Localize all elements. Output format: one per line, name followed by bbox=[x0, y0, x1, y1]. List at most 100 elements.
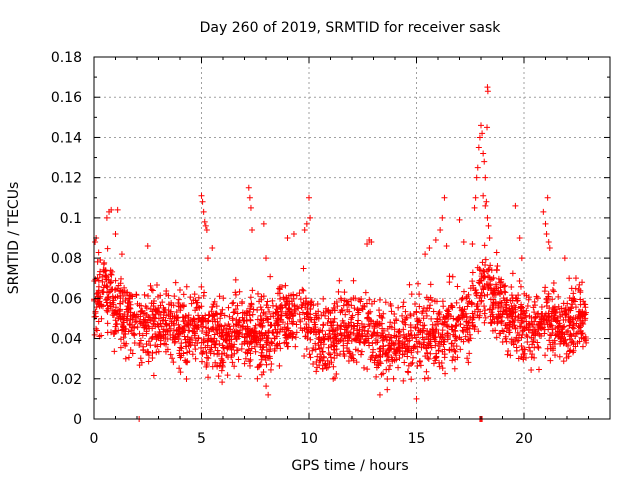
data-point bbox=[203, 331, 210, 338]
x-tick-label: 5 bbox=[197, 431, 206, 447]
data-point bbox=[149, 350, 156, 357]
data-point bbox=[490, 300, 497, 307]
data-point bbox=[420, 336, 427, 343]
data-point bbox=[204, 255, 211, 262]
data-point bbox=[504, 296, 511, 303]
data-point bbox=[422, 251, 429, 258]
data-point bbox=[282, 282, 289, 289]
data-point bbox=[143, 311, 150, 318]
data-point bbox=[250, 306, 257, 313]
data-point bbox=[324, 319, 331, 326]
data-point bbox=[377, 360, 384, 367]
data-point bbox=[153, 282, 160, 289]
data-point bbox=[552, 352, 559, 359]
data-point bbox=[493, 249, 500, 256]
data-point bbox=[393, 316, 400, 323]
data-point bbox=[144, 319, 151, 326]
data-point bbox=[493, 314, 500, 321]
data-point bbox=[453, 322, 460, 329]
data-point bbox=[503, 338, 510, 345]
data-point bbox=[498, 276, 505, 283]
data-point bbox=[258, 352, 265, 359]
data-point bbox=[576, 281, 583, 288]
data-point bbox=[199, 328, 206, 335]
data-point bbox=[254, 375, 261, 382]
data-point bbox=[335, 288, 342, 295]
data-point bbox=[367, 308, 374, 315]
data-point bbox=[274, 322, 281, 329]
data-point bbox=[266, 308, 273, 315]
data-point bbox=[156, 329, 163, 336]
data-point bbox=[233, 335, 240, 342]
data-point bbox=[450, 315, 457, 322]
data-point bbox=[510, 341, 517, 348]
data-point bbox=[421, 322, 428, 329]
data-point bbox=[362, 338, 369, 345]
data-point bbox=[431, 336, 438, 343]
data-point bbox=[256, 298, 263, 305]
data-point bbox=[271, 335, 278, 342]
data-point bbox=[544, 194, 551, 201]
data-point bbox=[118, 275, 125, 282]
data-point bbox=[462, 333, 469, 340]
data-point bbox=[418, 344, 425, 351]
data-point bbox=[369, 352, 376, 359]
data-point bbox=[547, 341, 554, 348]
data-point bbox=[293, 292, 300, 299]
data-point bbox=[184, 321, 191, 328]
data-point bbox=[345, 358, 352, 365]
data-point bbox=[350, 277, 357, 284]
data-point bbox=[436, 363, 443, 370]
data-point bbox=[284, 235, 291, 241]
data-point bbox=[374, 321, 381, 328]
data-point bbox=[303, 346, 310, 353]
data-point bbox=[257, 312, 264, 319]
data-point bbox=[482, 314, 489, 321]
data-point bbox=[192, 307, 199, 314]
data-point bbox=[350, 295, 357, 302]
data-point bbox=[576, 314, 583, 321]
data-point bbox=[354, 306, 361, 313]
data-point bbox=[583, 309, 590, 316]
data-point bbox=[314, 301, 321, 308]
data-point bbox=[561, 308, 568, 315]
data-point bbox=[333, 352, 340, 359]
data-point bbox=[235, 356, 242, 363]
data-point bbox=[261, 354, 268, 361]
data-point bbox=[456, 315, 463, 322]
data-point bbox=[515, 355, 522, 362]
data-point bbox=[331, 315, 338, 322]
data-point bbox=[479, 130, 486, 137]
data-point bbox=[428, 344, 435, 351]
data-point bbox=[258, 371, 265, 378]
data-point bbox=[334, 324, 341, 331]
data-point bbox=[399, 303, 406, 310]
data-point bbox=[330, 363, 337, 370]
data-point bbox=[373, 364, 380, 371]
data-point bbox=[163, 291, 170, 298]
data-point bbox=[400, 299, 407, 306]
data-point bbox=[234, 310, 241, 317]
data-point bbox=[231, 350, 238, 357]
data-point bbox=[355, 311, 362, 318]
data-point bbox=[518, 342, 525, 349]
data-point bbox=[441, 354, 448, 361]
data-point bbox=[499, 282, 506, 289]
data-point bbox=[302, 333, 309, 340]
data-point bbox=[215, 373, 222, 380]
data-point bbox=[259, 317, 266, 324]
data-point bbox=[414, 348, 421, 355]
data-point bbox=[205, 325, 212, 332]
data-point bbox=[347, 329, 354, 336]
data-point bbox=[580, 335, 587, 342]
data-point bbox=[210, 324, 217, 331]
data-point bbox=[380, 310, 387, 317]
data-point bbox=[167, 351, 174, 358]
y-tick-label: 0.02 bbox=[51, 372, 82, 388]
data-point bbox=[217, 315, 224, 322]
data-point bbox=[121, 284, 128, 291]
data-point bbox=[346, 348, 353, 355]
data-point bbox=[112, 230, 119, 237]
data-point bbox=[471, 308, 478, 315]
data-point bbox=[206, 346, 213, 353]
